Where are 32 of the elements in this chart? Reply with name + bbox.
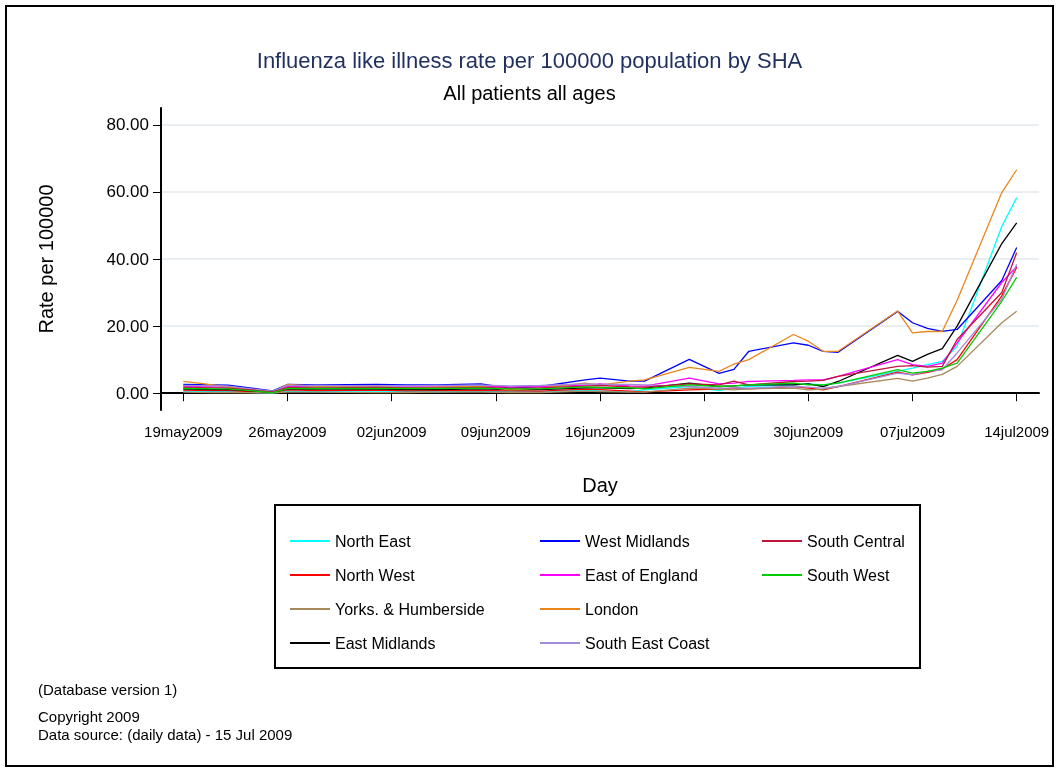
text: Copyright 2009 bbox=[38, 708, 140, 725]
source-note: Data source: (daily data) - 15 Jul 2009 bbox=[38, 726, 293, 743]
y-tick-label: 20.00 bbox=[106, 316, 149, 336]
legend-label: East Midlands bbox=[335, 634, 436, 652]
x-tick-label: 30jun2009 bbox=[773, 423, 844, 440]
y-tick-label: 80.00 bbox=[106, 115, 149, 135]
x-tick-label: 14jul2009 bbox=[984, 423, 1050, 440]
legend-label: South East Coast bbox=[585, 634, 711, 652]
chart-subtitle: All patients all ages bbox=[443, 82, 616, 104]
x-axis-title: Day bbox=[582, 474, 618, 496]
x-tick-label: 26may2009 bbox=[248, 423, 327, 440]
text: (Database version 1) bbox=[38, 681, 178, 698]
x-tick-label: 23jun2009 bbox=[669, 423, 740, 440]
legend-label: North West bbox=[335, 566, 416, 584]
legend-label: East of England bbox=[585, 566, 698, 584]
legend-label: West Midlands bbox=[585, 532, 690, 550]
y-tick-label: 0.00 bbox=[115, 383, 149, 403]
y-tick-label: 60.00 bbox=[106, 182, 149, 202]
y-tick-label: 40.00 bbox=[106, 249, 149, 269]
x-tick-label: 02jun2009 bbox=[356, 423, 427, 440]
legend-label: North East bbox=[335, 532, 412, 550]
line-series bbox=[182, 310, 1018, 394]
x-tick-label: 07jul2009 bbox=[879, 423, 946, 440]
chart-title: Influenza like illness rate per 100000 population by SHA bbox=[256, 47, 803, 73]
legend-label: Yorks. & Humberside bbox=[335, 600, 485, 618]
x-tick-label: 16jun2009 bbox=[564, 423, 636, 440]
legend-label: South Central bbox=[807, 532, 905, 550]
x-tick-label: 19may2009 bbox=[144, 423, 223, 440]
x-tick-label: 09jun2009 bbox=[460, 423, 531, 440]
legend-label: London bbox=[585, 600, 639, 618]
legend-label: South West bbox=[807, 566, 890, 584]
y-axis-title: Rate per 100000 bbox=[35, 184, 57, 334]
